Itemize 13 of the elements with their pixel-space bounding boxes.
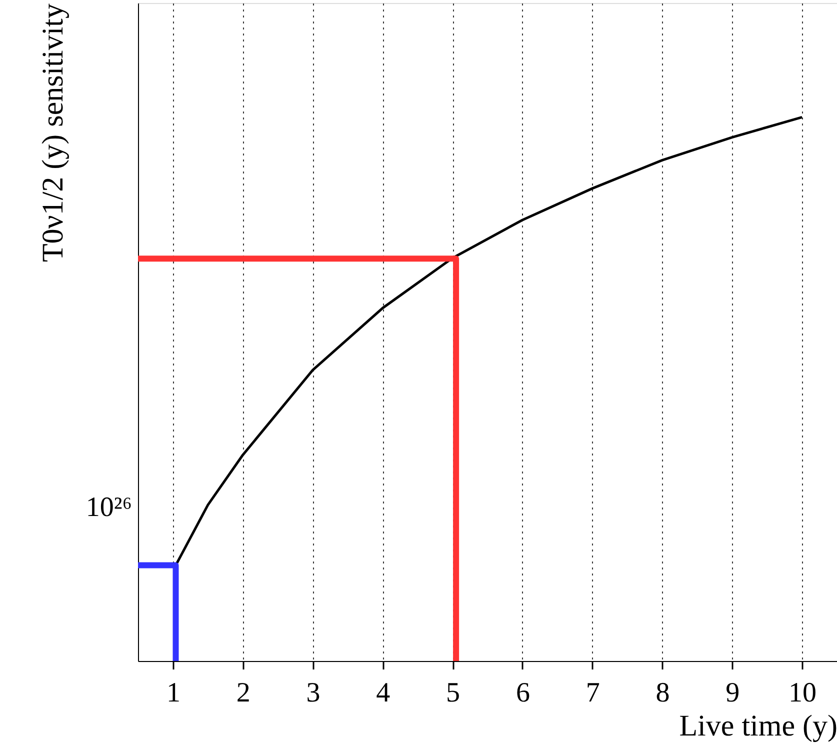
x-tick-label: 7 <box>586 678 600 708</box>
x-tick-label: 5 <box>446 678 460 708</box>
x-tick-label: 4 <box>376 678 390 708</box>
x-tick-label: 9 <box>726 678 740 708</box>
x-tick-label: 2 <box>236 678 250 708</box>
x-tick-label: 1 <box>166 678 180 708</box>
text: 10²⁶ <box>86 492 132 523</box>
x-axis-title: Live time (y) <box>679 710 837 742</box>
x-tick-label: 6 <box>516 678 530 708</box>
x-tick-label: 10 <box>788 678 817 708</box>
x-tick-label: 8 <box>656 678 670 708</box>
x-tick-label: 3 <box>306 678 320 708</box>
y-axis-title: T0ν1/2 (y) sensitivity <box>36 4 70 262</box>
